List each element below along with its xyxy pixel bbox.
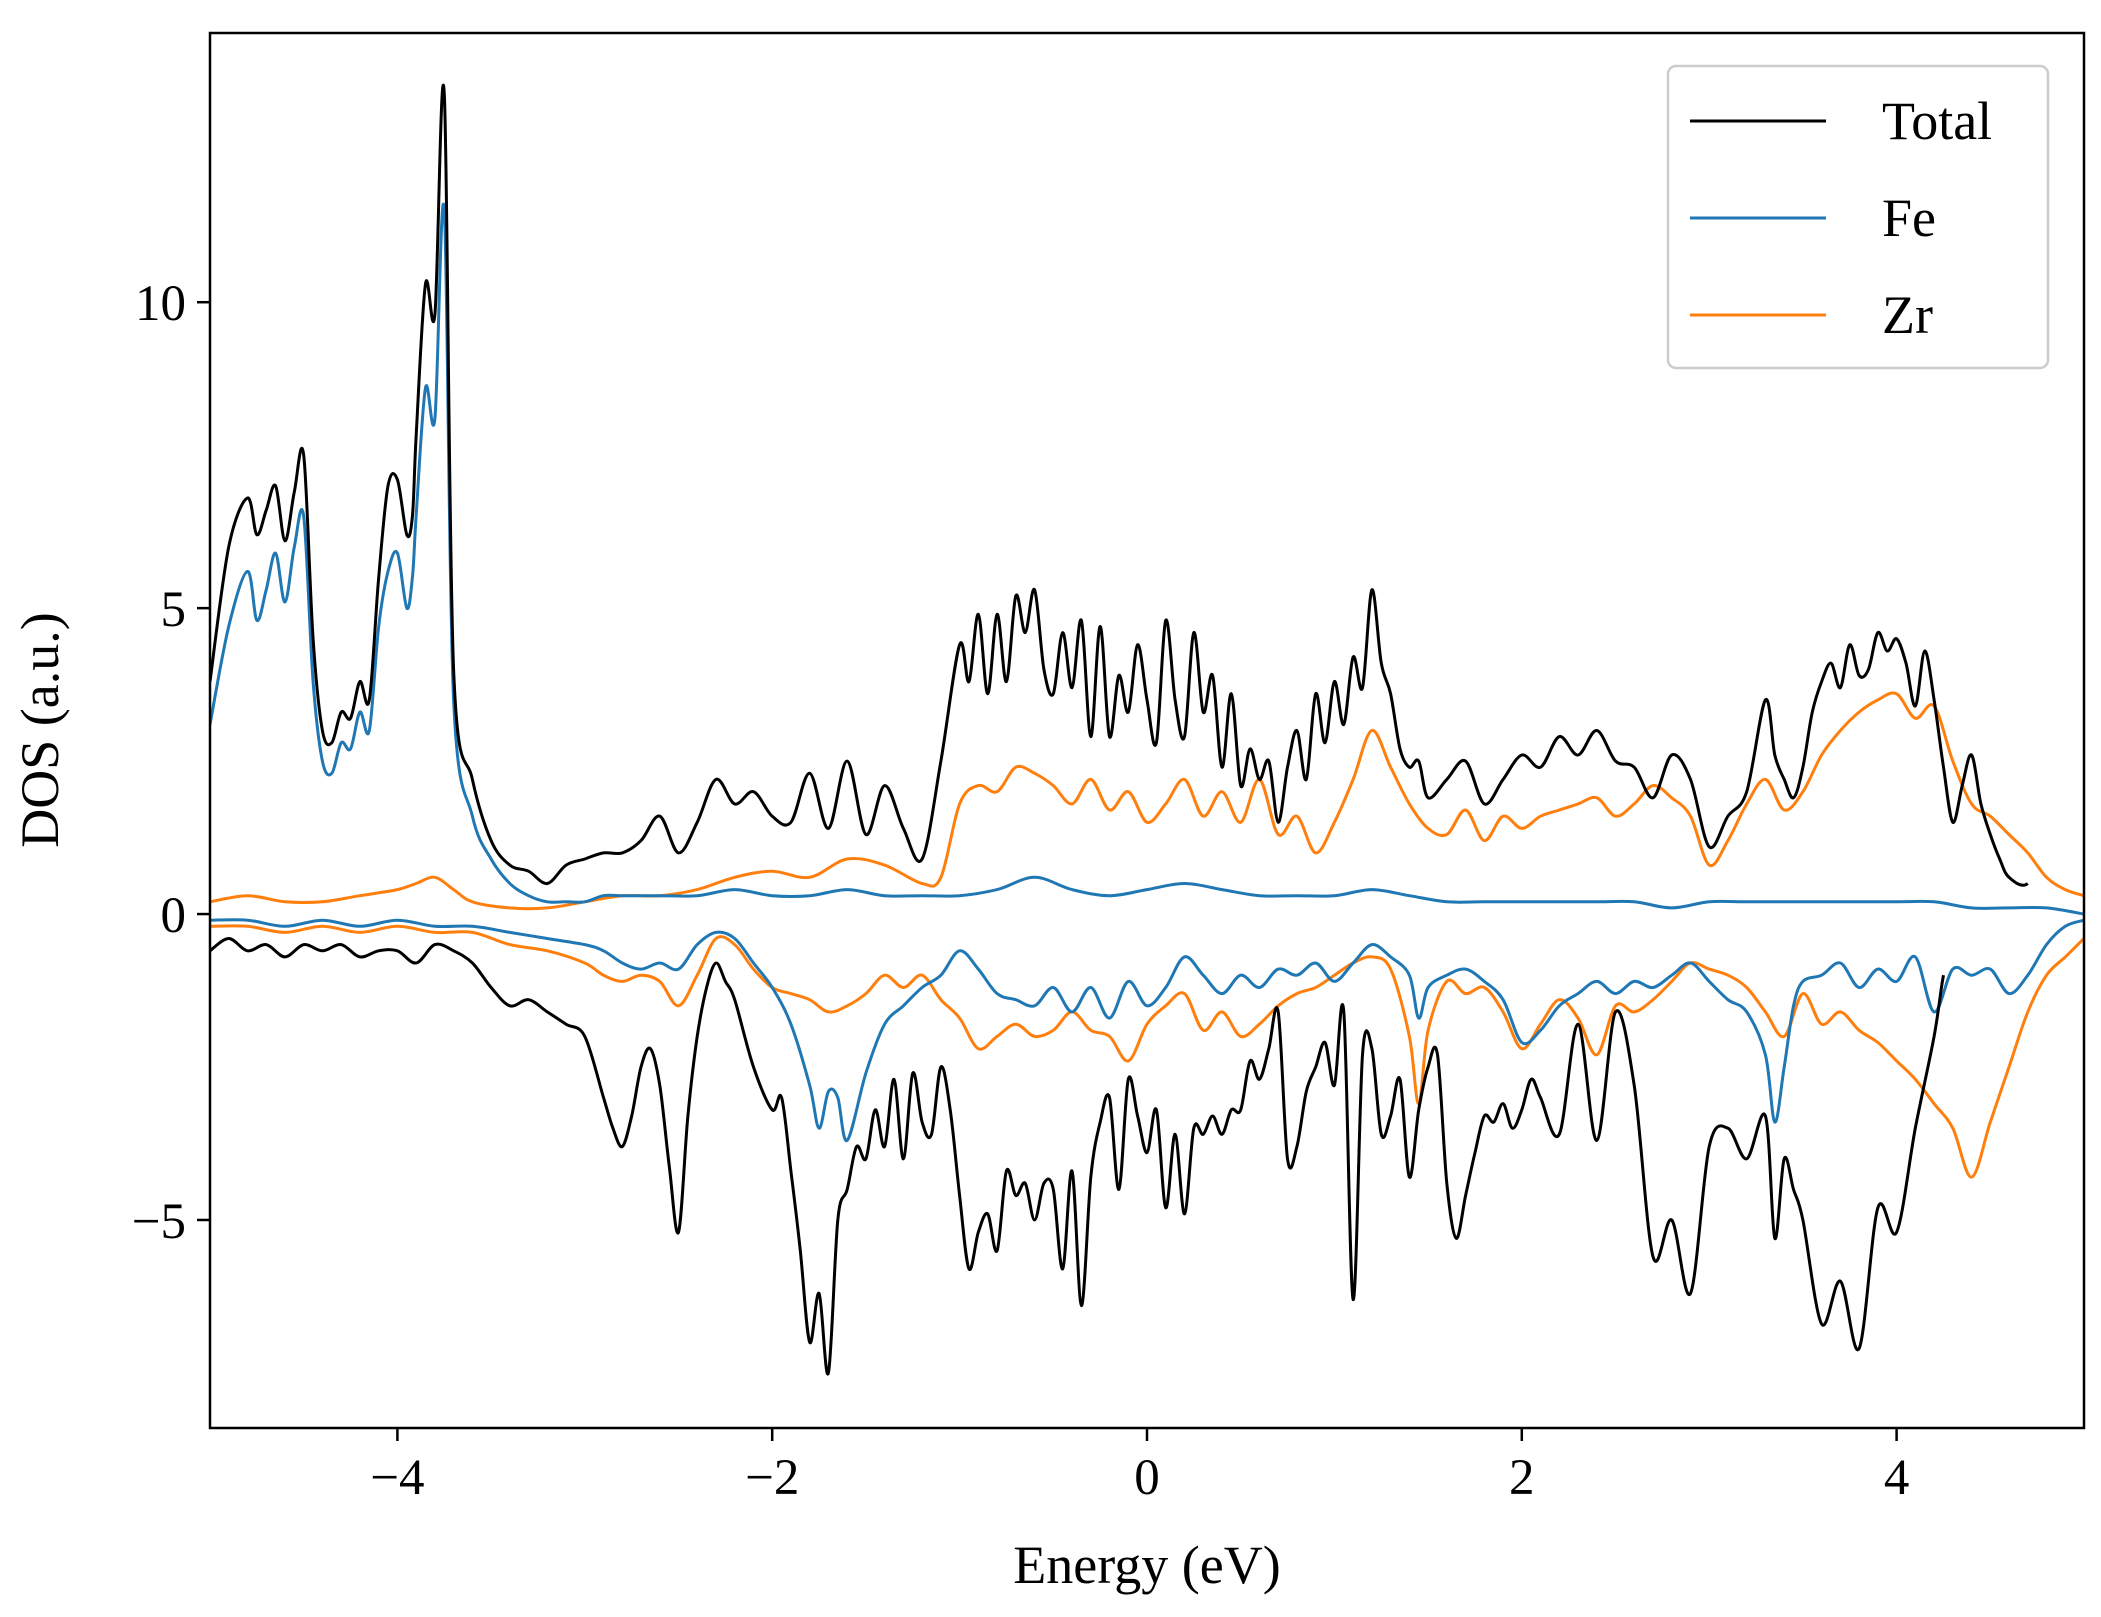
zr-spin-down-line xyxy=(210,924,2084,1179)
x-tick-label: −4 xyxy=(370,1450,424,1506)
legend-label-fe: Fe xyxy=(1882,188,1936,248)
y-tick-label: 0 xyxy=(161,888,187,944)
y-axis-ticks: −5 0 5 10 xyxy=(132,276,210,1250)
total-spin-down-line xyxy=(210,937,1945,1376)
x-axis-label: Energy (eV) xyxy=(1013,1535,1280,1595)
y-tick-label: 5 xyxy=(161,582,187,638)
y-axis-label: DOS (a.u.) xyxy=(10,612,70,847)
legend: Total Fe Zr xyxy=(1666,64,2050,370)
x-tick-label: 2 xyxy=(1509,1450,1535,1506)
x-tick-label: 0 xyxy=(1134,1450,1160,1506)
legend-box xyxy=(1666,64,2050,370)
x-axis-ticks: −4 −2 0 2 4 xyxy=(370,1428,1909,1506)
legend-label-zr: Zr xyxy=(1882,285,1933,345)
x-tick-label: −2 xyxy=(745,1450,799,1506)
fe-spin-down-line xyxy=(210,918,2084,1142)
fe-spin-up-line xyxy=(210,202,2084,916)
total-spin-up-line xyxy=(210,83,2029,887)
y-tick-label: 10 xyxy=(135,276,186,332)
legend-label-total: Total xyxy=(1882,91,1992,151)
y-tick-label: −5 xyxy=(132,1194,186,1250)
x-tick-label: 4 xyxy=(1884,1450,1910,1506)
series-layer xyxy=(210,83,2084,1376)
